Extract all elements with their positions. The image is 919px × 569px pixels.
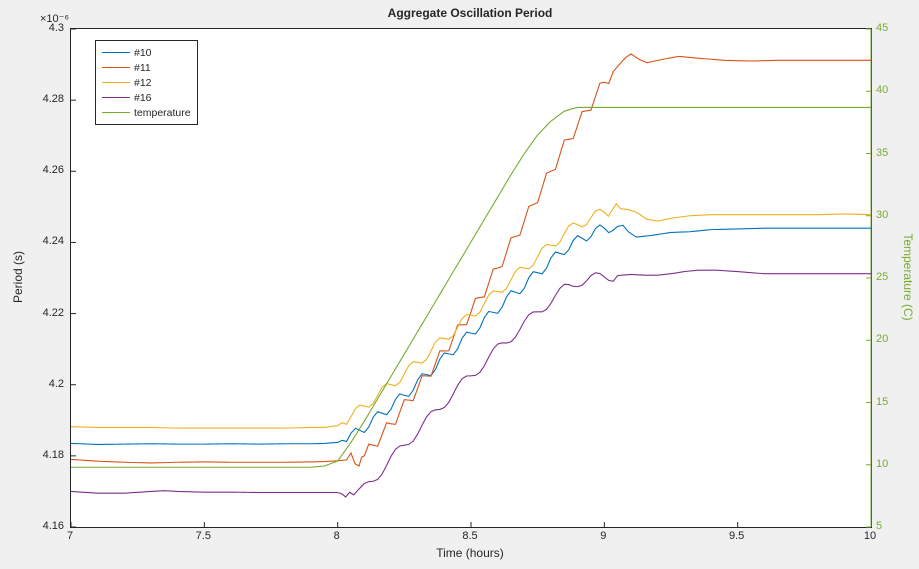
legend-row: #12 bbox=[102, 75, 191, 90]
legend-label: #12 bbox=[134, 77, 152, 89]
chart-title: Aggregate Oscillation Period bbox=[388, 6, 553, 20]
series-n10 bbox=[71, 225, 871, 445]
y-left-tick-label: 4.24 bbox=[43, 235, 64, 247]
x-tick-label: 7 bbox=[67, 530, 73, 542]
series-n12 bbox=[71, 204, 871, 428]
y-left-tick-label: 4.18 bbox=[43, 449, 64, 461]
y-left-tick-label: 4.22 bbox=[43, 307, 64, 319]
y-right-tick-label: 25 bbox=[876, 271, 888, 283]
y-right-tick-label: 5 bbox=[876, 520, 882, 532]
legend: #10 #11 #12 #16 temperature bbox=[95, 40, 198, 125]
legend-swatch bbox=[102, 82, 130, 83]
y-right-tick-label: 45 bbox=[876, 22, 888, 34]
y-right-tick-label: 35 bbox=[876, 147, 888, 159]
legend-row: temperature bbox=[102, 105, 191, 120]
y-right-tick-label: 15 bbox=[876, 396, 888, 408]
legend-label: #11 bbox=[134, 62, 151, 74]
y-left-tick-label: 4.28 bbox=[43, 93, 64, 105]
legend-label: #10 bbox=[134, 47, 152, 59]
x-tick-label: 10 bbox=[864, 530, 876, 542]
y-left-tick-label: 4.16 bbox=[43, 520, 64, 532]
y-right-tick-label: 30 bbox=[876, 209, 888, 221]
legend-swatch bbox=[102, 52, 130, 53]
x-tick-label: 8 bbox=[334, 530, 340, 542]
legend-label: #16 bbox=[134, 92, 152, 104]
series-temperature bbox=[71, 107, 871, 467]
y-left-tick-label: 4.2 bbox=[49, 378, 64, 390]
y-left-tick-label: 4.3 bbox=[49, 22, 64, 34]
figure-container: Aggregate Oscillation Period ×10⁻⁶ #10#1… bbox=[0, 0, 919, 569]
x-axis-label: Time (hours) bbox=[436, 546, 504, 560]
legend-swatch bbox=[102, 97, 130, 98]
legend-row: #10 bbox=[102, 45, 191, 60]
y-left-axis-label: Period (s) bbox=[11, 251, 25, 303]
legend-label: temperature bbox=[134, 107, 191, 119]
legend-row: #16 bbox=[102, 90, 191, 105]
x-tick-label: 9 bbox=[600, 530, 606, 542]
x-tick-label: 9.5 bbox=[729, 530, 744, 542]
series-n16 bbox=[71, 270, 871, 497]
legend-row: #11 bbox=[102, 60, 191, 75]
y-right-axis-label: Temperature (C) bbox=[901, 233, 915, 320]
x-tick-label: 7.5 bbox=[196, 530, 211, 542]
y-left-tick-label: 4.26 bbox=[43, 164, 64, 176]
y-right-tick-label: 20 bbox=[876, 333, 888, 345]
y-right-tick-label: 40 bbox=[876, 84, 888, 96]
x-tick-label: 8.5 bbox=[462, 530, 477, 542]
legend-swatch bbox=[102, 67, 130, 68]
legend-swatch bbox=[102, 112, 130, 113]
y-right-tick-label: 10 bbox=[876, 458, 888, 470]
